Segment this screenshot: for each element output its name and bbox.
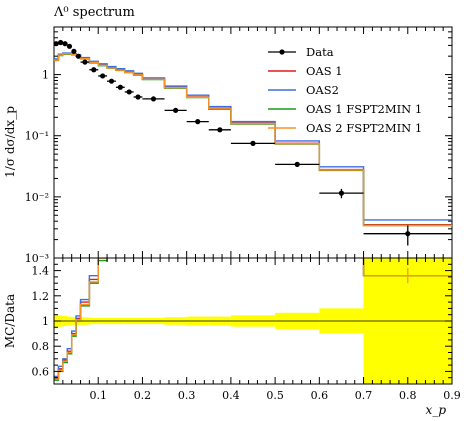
ratio-tick-label: 0.8: [32, 340, 50, 353]
x-axis-ticks: 0.1 0.2 0.3 0.4 0.5 0.6 0.7 0.8 0.9: [62, 258, 461, 402]
data-point: [82, 59, 88, 65]
legend-label-3: OAS 1 FSPT2MIN 1: [306, 102, 422, 116]
series-line-1: [54, 52, 452, 226]
main-series-layer: [54, 52, 452, 227]
data-point: [53, 41, 59, 47]
x-tick-label: 0.5: [266, 389, 284, 402]
data-point: [195, 119, 201, 125]
x-tick-label: 0.4: [222, 389, 240, 402]
x-tick-label: 0.9: [443, 389, 461, 402]
data-point: [405, 231, 411, 237]
ratio-line-4: [54, 258, 452, 380]
y-tick-label: 10⁻³: [25, 252, 49, 265]
data-points-layer: [53, 39, 452, 246]
data-point: [135, 94, 141, 100]
legend: Data OAS 1 OAS2 OAS 1 FSPT2MIN 1 OAS 2 FSPT2…: [268, 45, 422, 135]
ratio-tick-label: 1: [42, 315, 49, 328]
data-point: [62, 41, 68, 47]
ratio-axis-ticks: 0.6 0.8 1 1.2 1.4: [32, 257, 452, 385]
x-tick-label: 0.6: [311, 389, 329, 402]
series-line-4: [54, 53, 452, 227]
legend-label-2: OAS2: [306, 83, 339, 97]
x-tick-label: 0.1: [89, 389, 107, 402]
ratio-series-layer: [54, 258, 452, 381]
ratio-tick-label: 1.4: [32, 265, 50, 278]
data-point: [108, 78, 115, 84]
legend-label-1: OAS 1: [306, 64, 343, 78]
legend-label-data: Data: [306, 45, 334, 59]
series-line-2: [54, 52, 452, 221]
data-point: [58, 39, 64, 46]
data-point: [75, 53, 81, 59]
data-point: [173, 107, 179, 113]
ratio-line-1: [54, 258, 452, 379]
plot-title: Λ⁰ spectrum: [53, 5, 135, 20]
y-tick-label: 1: [42, 69, 49, 82]
x-tick-label: 0.7: [355, 389, 373, 402]
data-point: [126, 89, 132, 95]
data-point: [66, 43, 73, 49]
data-point: [100, 73, 106, 79]
data-point: [91, 67, 97, 73]
x-tick-label: 0.3: [178, 389, 196, 402]
ratio-panel: 0.6 0.8 1 1.2 1.4 MC/Data 0.1 0.2 0.3 0.4 0.5 0.6…: [3, 257, 461, 417]
data-point: [294, 161, 300, 167]
ratio-band-layer: [54, 258, 452, 384]
x-axis-label: x_p: [426, 403, 447, 417]
data-point: [71, 48, 77, 54]
data-point: [217, 127, 223, 133]
legend-data-marker: [279, 49, 285, 55]
x-tick-label: 0.2: [134, 389, 152, 402]
main-axis-ticks: 1 10⁻¹ 10⁻² 10⁻³: [25, 26, 453, 265]
ratio-tick-label: 1.2: [32, 290, 50, 303]
ratio-line-3: [54, 258, 452, 381]
y-tick-label: 10⁻¹: [25, 130, 49, 143]
y-axis-label: 1/σ dσ/dx_p: [3, 106, 17, 178]
legend-label-4: OAS 2 FSPT2MIN 1: [306, 121, 422, 135]
data-point: [117, 84, 123, 90]
data-point: [338, 190, 345, 196]
data-point: [150, 96, 157, 102]
ratio-line-2: [54, 258, 99, 378]
data-point: [250, 140, 256, 146]
main-panel: 1 10⁻¹ 10⁻² 10⁻³ 1/σ dσ/dx_p: [3, 26, 453, 265]
ratio-y-axis-label: MC/Data: [3, 294, 17, 348]
x-tick-label: 0.8: [399, 389, 417, 402]
ratio-tick-label: 0.6: [32, 365, 50, 378]
y-tick-label: 10⁻²: [25, 191, 49, 204]
